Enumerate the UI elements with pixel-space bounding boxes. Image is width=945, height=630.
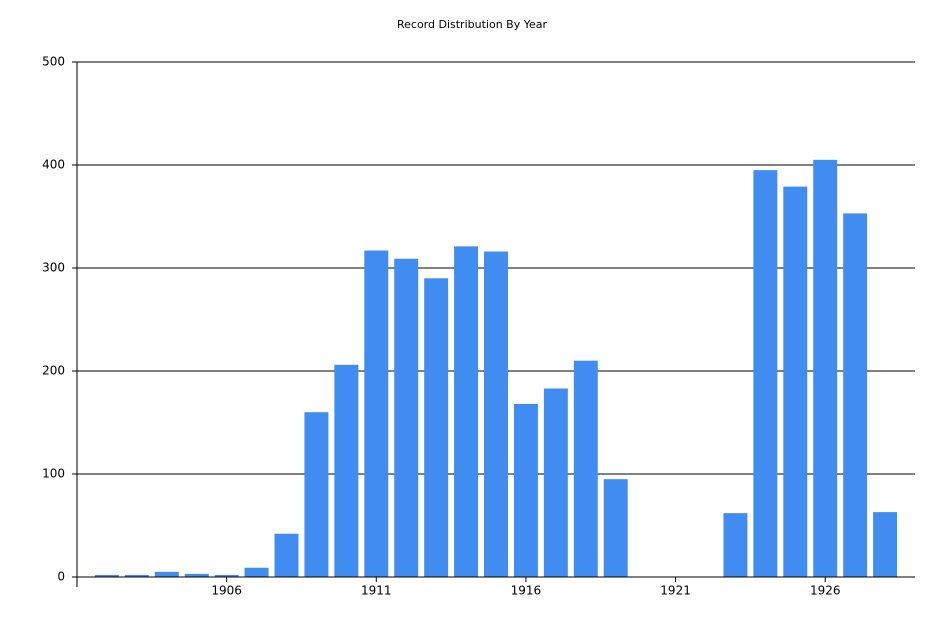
bar: [573, 360, 598, 577]
y-tick-label: 500: [42, 55, 65, 69]
bar: [214, 574, 239, 577]
bar: [813, 159, 838, 577]
x-tick-label: 1921: [660, 584, 691, 598]
bar: [154, 571, 179, 577]
bar: [513, 403, 538, 577]
bar: [94, 574, 119, 577]
bar: [454, 246, 479, 577]
bar: [603, 479, 628, 577]
y-tick-label: 300: [42, 261, 65, 275]
bar: [723, 513, 748, 577]
bar: [394, 258, 419, 577]
y-tick-label: 100: [42, 467, 65, 481]
bar: [304, 412, 329, 577]
bar: [843, 213, 868, 577]
bar: [873, 512, 898, 577]
chart-title: Record Distribution By Year: [397, 18, 547, 31]
x-tick-label: 1906: [211, 584, 242, 598]
bar: [274, 533, 299, 577]
bar: [244, 567, 269, 577]
x-tick-label: 1916: [511, 584, 542, 598]
bar: [364, 250, 389, 578]
x-tick-label: 1926: [810, 584, 841, 598]
bar: [543, 388, 568, 577]
bar: [753, 170, 778, 577]
y-tick-label: 400: [42, 158, 65, 172]
bar: [184, 573, 209, 577]
bar: [334, 364, 359, 577]
y-tick-label: 0: [57, 570, 65, 584]
x-tick-label: 1911: [361, 584, 392, 598]
bar: [484, 251, 508, 577]
y-tick-label: 200: [42, 364, 65, 378]
bar: [124, 574, 149, 577]
bar: [424, 278, 449, 577]
bar: [783, 186, 808, 577]
